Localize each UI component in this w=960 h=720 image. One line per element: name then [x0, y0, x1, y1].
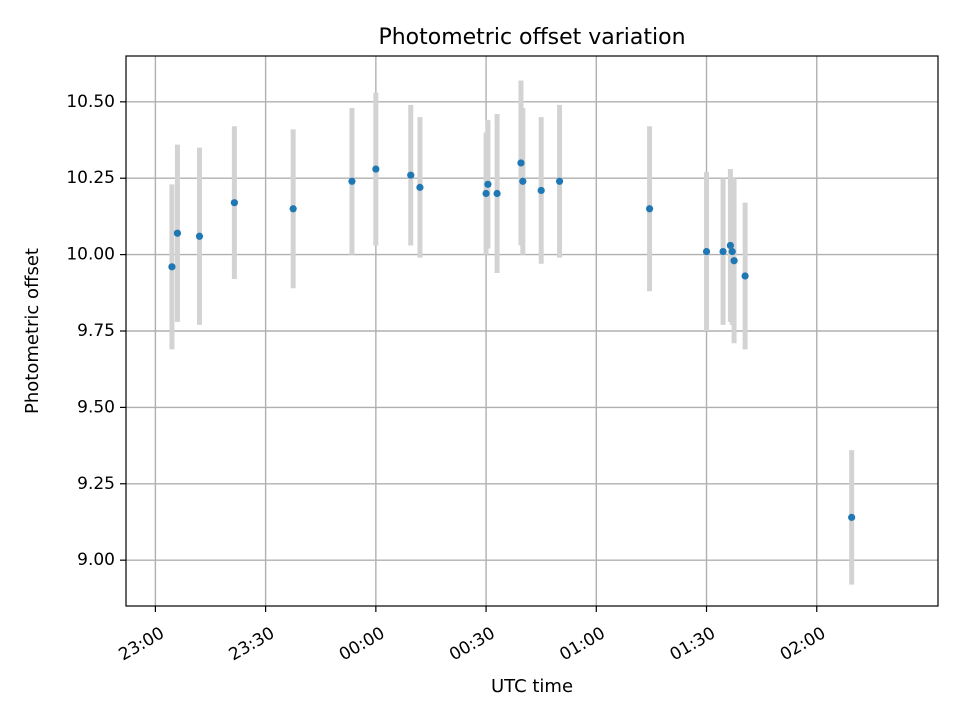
data-point — [537, 186, 545, 195]
data-point — [728, 247, 736, 256]
y-tick-label: 10.50 — [66, 92, 115, 112]
y-tick-label: 9.75 — [77, 321, 115, 341]
data-point — [702, 247, 711, 256]
y-axis: 9.00 9.25 9.50 9.75 10.00 10.25 10.50 — [66, 92, 126, 570]
y-tick-label: 10.25 — [66, 168, 115, 188]
data-point — [848, 513, 856, 521]
data-point — [493, 189, 501, 198]
data-point — [519, 177, 527, 185]
data-point — [195, 232, 204, 240]
data-point — [289, 205, 297, 213]
y-tick-label: 9.00 — [77, 550, 115, 570]
data-point — [645, 205, 654, 213]
data-point — [555, 177, 564, 185]
data-point — [407, 171, 415, 179]
y-axis-label: Photometric offset — [22, 248, 43, 414]
data-point — [517, 159, 525, 167]
data-point — [348, 177, 356, 185]
data-point — [173, 229, 182, 237]
data-point — [730, 257, 738, 265]
data-point — [726, 241, 735, 250]
data-point — [741, 272, 749, 280]
data-point — [482, 189, 490, 198]
data-point — [372, 165, 380, 173]
y-tick-label: 10.00 — [66, 245, 115, 265]
x-axis-label: UTC time — [491, 676, 573, 697]
y-tick-label: 9.25 — [77, 474, 115, 494]
chart-title: Photometric offset variation — [378, 25, 685, 50]
data-point — [416, 183, 424, 191]
data-points — [168, 159, 856, 521]
data-point — [168, 263, 176, 271]
y-tick-label: 9.50 — [77, 397, 115, 417]
data-point — [484, 180, 492, 188]
data-point — [230, 199, 238, 207]
data-point — [719, 247, 727, 256]
